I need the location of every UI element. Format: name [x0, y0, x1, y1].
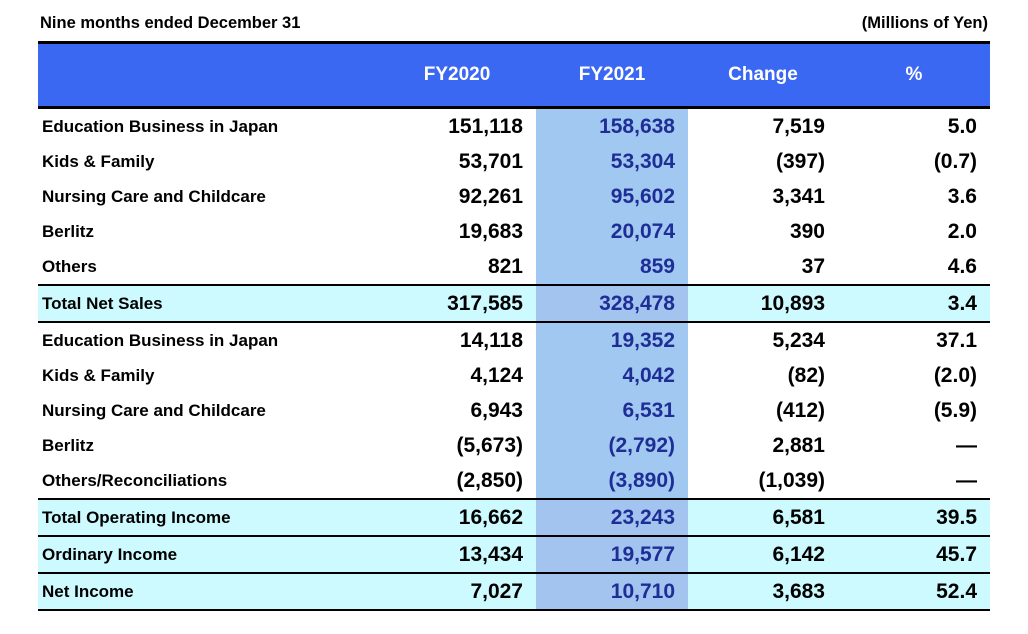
- table-row: Education Business in Japan 151,118 158,…: [38, 107, 990, 144]
- header-percent: %: [838, 41, 990, 109]
- row-label: Kids & Family: [42, 365, 155, 385]
- change-value: 5,234: [772, 328, 825, 352]
- percent-value: (5.9): [933, 398, 977, 422]
- row-label: Net Income: [38, 572, 378, 611]
- change-value: (1,039): [758, 468, 825, 492]
- percent-value: 39.5: [838, 498, 990, 537]
- change-value: (82): [787, 363, 825, 387]
- fy2021-value: 23,243: [536, 498, 688, 537]
- table-row: Net Income 7,027 10,710 3,683 52.4: [38, 572, 990, 611]
- row-label: Berlitz: [42, 221, 94, 241]
- change-value: 37: [801, 254, 825, 278]
- row-label: Ordinary Income: [38, 535, 378, 574]
- table-row: Berlitz 19,683 20,074 390 2.0: [38, 214, 990, 249]
- percent-value: (0.7): [933, 149, 977, 173]
- fy2021-value: (3,890): [536, 463, 688, 499]
- fy2020-value: (2,850): [456, 468, 523, 492]
- percent-value: —: [956, 433, 977, 457]
- row-label: Total Net Sales: [38, 284, 378, 323]
- fy2021-value: 10,710: [536, 572, 688, 611]
- row-label: Others/Reconciliations: [42, 470, 228, 490]
- change-value: 390: [789, 219, 825, 243]
- fy2020-value: 19,683: [458, 219, 523, 243]
- table-row: Total Operating Income 16,662 23,243 6,5…: [38, 498, 990, 537]
- title-bar: Nine months ended December 31 (Millions …: [38, 10, 990, 41]
- row-label: Others: [42, 256, 97, 276]
- change-value: (397): [775, 149, 825, 173]
- table-row: Kids & Family 53,701 53,304 (397) (0.7): [38, 144, 990, 179]
- row-label: Nursing Care and Childcare: [42, 400, 266, 420]
- table-row: Others/Reconciliations (2,850) (3,890) (…: [38, 463, 990, 499]
- fy2021-value: 95,602: [536, 179, 688, 214]
- percent-value: 5.0: [947, 114, 977, 138]
- change-value: 6,142: [688, 535, 838, 574]
- change-value: 7,519: [772, 114, 825, 138]
- percent-value: 37.1: [936, 328, 977, 352]
- page-title: Nine months ended December 31: [40, 14, 301, 32]
- percent-value: 2.0: [947, 219, 977, 243]
- change-value: 3,341: [772, 184, 825, 208]
- change-value: 3,683: [688, 572, 838, 611]
- fy2020-value: 13,434: [378, 535, 536, 574]
- header-empty: [38, 41, 378, 109]
- header-change: Change: [688, 41, 838, 109]
- fy2021-value: 328,478: [536, 284, 688, 323]
- percent-value: 3.4: [838, 284, 990, 323]
- fy2021-value: 6,531: [536, 393, 688, 428]
- fy2020-value: 821: [487, 254, 523, 278]
- percent-value: (2.0): [933, 363, 977, 387]
- percent-value: 45.7: [838, 535, 990, 574]
- row-label: Berlitz: [42, 435, 94, 455]
- table-row: Others 821 859 37 4.6: [38, 249, 990, 285]
- table-header-row: FY2020 FY2021 Change %: [38, 41, 990, 109]
- fy2020-value: (5,673): [456, 433, 523, 457]
- table-row: Education Business in Japan 14,118 19,35…: [38, 322, 990, 358]
- unit-note: (Millions of Yen): [861, 14, 988, 32]
- change-value: 10,893: [688, 284, 838, 323]
- fy2020-value: 7,027: [378, 572, 536, 611]
- fy2020-value: 4,124: [470, 363, 523, 387]
- fy2021-value: 53,304: [536, 144, 688, 179]
- fy2020-value: 53,701: [458, 149, 523, 173]
- fy2021-value: 158,638: [536, 107, 688, 144]
- row-label: Nursing Care and Childcare: [42, 186, 266, 206]
- table-row: Nursing Care and Childcare 92,261 95,602…: [38, 179, 990, 214]
- fy2021-value: 19,577: [536, 535, 688, 574]
- header-fy2021: FY2021: [536, 41, 688, 109]
- fy2020-value: 151,118: [448, 114, 523, 138]
- fy2021-value: 4,042: [536, 358, 688, 393]
- fy2020-value: 92,261: [458, 184, 523, 208]
- fy2021-value: 859: [536, 249, 688, 285]
- table-row: Ordinary Income 13,434 19,577 6,142 45.7: [38, 535, 990, 574]
- row-label: Kids & Family: [42, 151, 155, 171]
- row-label: Total Operating Income: [38, 498, 378, 537]
- change-value: 2,881: [772, 433, 825, 457]
- table-row: Nursing Care and Childcare 6,943 6,531 (…: [38, 393, 990, 428]
- percent-value: —: [956, 468, 977, 492]
- table-row: Berlitz (5,673) (2,792) 2,881 —: [38, 428, 990, 463]
- header-fy2020: FY2020: [378, 41, 536, 109]
- fy2020-value: 14,118: [459, 328, 523, 352]
- financial-table: FY2020 FY2021 Change % Education Busines…: [38, 41, 990, 611]
- table-row: Kids & Family 4,124 4,042 (82) (2.0): [38, 358, 990, 393]
- change-value: 6,581: [688, 498, 838, 537]
- fy2020-value: 317,585: [378, 284, 536, 323]
- row-label: Education Business in Japan: [42, 330, 279, 350]
- fy2021-value: (2,792): [536, 428, 688, 463]
- row-label: Education Business in Japan: [42, 116, 279, 136]
- fy2020-value: 6,943: [470, 398, 523, 422]
- table-row: Total Net Sales 317,585 328,478 10,893 3…: [38, 284, 990, 323]
- fy2021-value: 20,074: [536, 214, 688, 249]
- percent-value: 52.4: [838, 572, 990, 611]
- change-value: (412): [775, 398, 825, 422]
- percent-value: 3.6: [947, 184, 977, 208]
- fy2020-value: 16,662: [378, 498, 536, 537]
- fy2021-value: 19,352: [536, 322, 688, 358]
- percent-value: 4.6: [947, 254, 977, 278]
